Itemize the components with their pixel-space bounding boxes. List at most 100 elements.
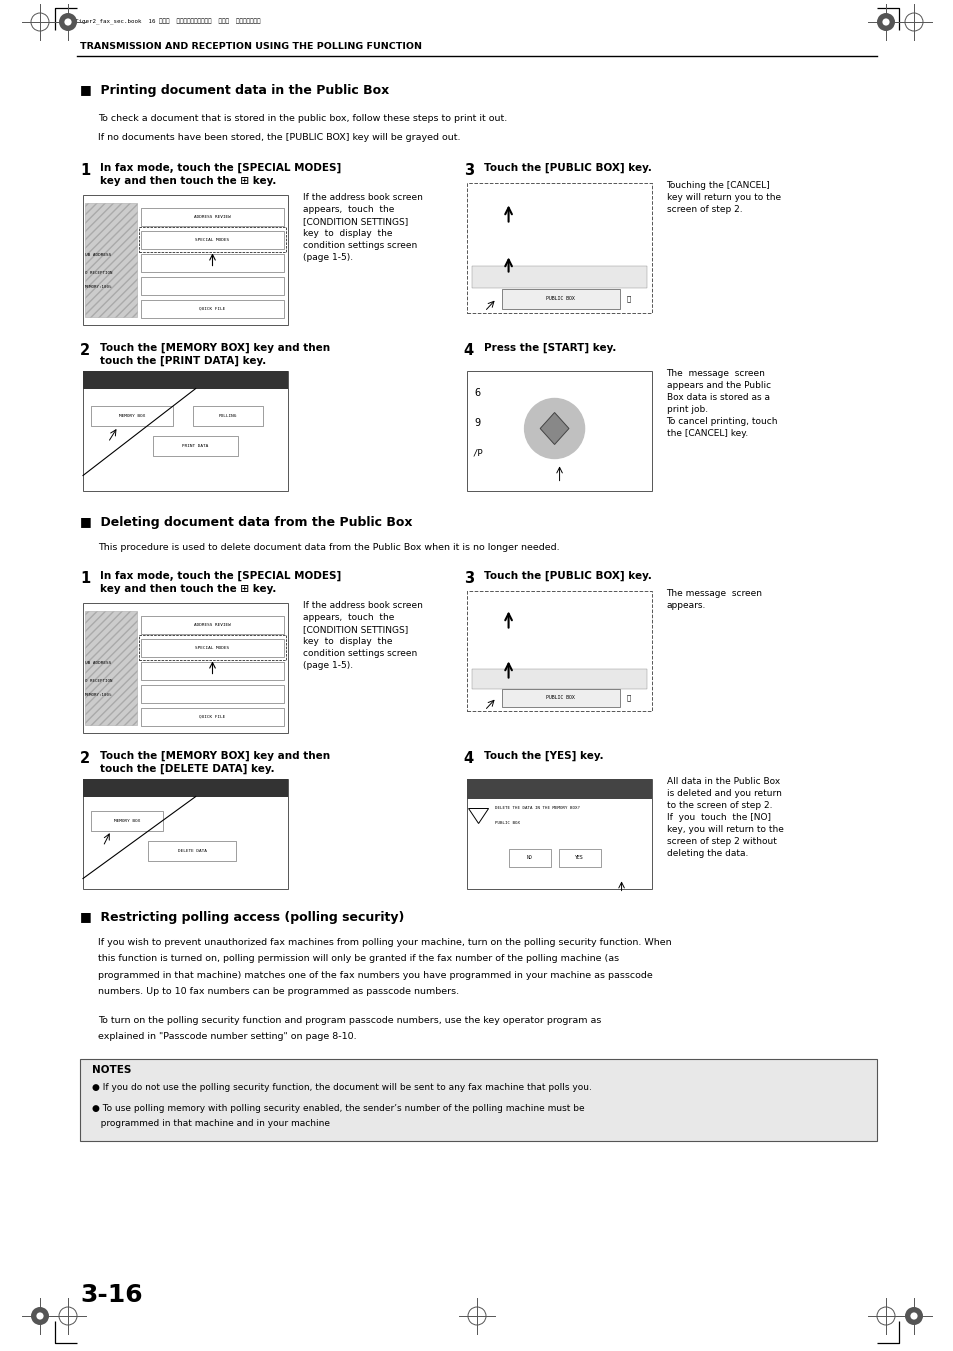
Bar bbox=[141, 231, 284, 249]
Bar bbox=[141, 662, 284, 680]
Circle shape bbox=[65, 19, 71, 26]
Circle shape bbox=[876, 14, 894, 31]
Text: QUICK FILE: QUICK FILE bbox=[199, 715, 226, 719]
Text: PUBLIC BOX: PUBLIC BOX bbox=[494, 820, 519, 824]
Bar bbox=[83, 778, 288, 889]
Bar bbox=[91, 811, 163, 831]
Text: TRANSMISSION AND RECEPTION USING THE POLLING FUNCTION: TRANSMISSION AND RECEPTION USING THE POL… bbox=[80, 42, 421, 51]
Text: NOTES: NOTES bbox=[91, 1065, 132, 1074]
Bar bbox=[141, 254, 284, 272]
Bar bbox=[141, 616, 284, 634]
Bar bbox=[141, 277, 284, 295]
Text: ⎙: ⎙ bbox=[626, 694, 630, 701]
Bar bbox=[85, 203, 137, 316]
Text: 6: 6 bbox=[474, 388, 480, 397]
Text: If the address book screen
appears,  touch  the
[CONDITION SETTINGS]
key  to  di: If the address book screen appears, touc… bbox=[303, 192, 422, 262]
Text: ■  Restricting polling access (polling security): ■ Restricting polling access (polling se… bbox=[80, 911, 404, 924]
Bar bbox=[466, 370, 651, 490]
Text: UB ADDRESS: UB ADDRESS bbox=[85, 661, 112, 665]
Text: programmed in that machine) matches one of the fax numbers you have programmed i: programmed in that machine) matches one … bbox=[98, 970, 652, 979]
Bar bbox=[471, 669, 646, 689]
Bar bbox=[148, 840, 235, 861]
Text: Touch the [PUBLIC BOX] key.: Touch the [PUBLIC BOX] key. bbox=[483, 162, 651, 173]
Text: PUBLIC BOX: PUBLIC BOX bbox=[546, 296, 575, 301]
Bar bbox=[83, 370, 288, 490]
Bar bbox=[85, 611, 137, 724]
Circle shape bbox=[909, 1312, 917, 1320]
Bar bbox=[466, 182, 651, 312]
Text: To check a document that is stored in the public box, follow these steps to prin: To check a document that is stored in th… bbox=[98, 113, 507, 123]
Circle shape bbox=[882, 19, 888, 26]
Text: In fax mode, touch the [SPECIAL MODES]
key and then touch the ⊞ key.: In fax mode, touch the [SPECIAL MODES] k… bbox=[100, 570, 341, 593]
Text: POLLING: POLLING bbox=[218, 413, 237, 417]
Circle shape bbox=[30, 1306, 49, 1325]
Text: Touch the [YES] key.: Touch the [YES] key. bbox=[483, 751, 602, 761]
Text: ■  Printing document data in the Public Box: ■ Printing document data in the Public B… bbox=[80, 84, 389, 97]
Text: PRINT DATA: PRINT DATA bbox=[182, 443, 209, 447]
Circle shape bbox=[36, 1312, 44, 1320]
Text: Touching the [CANCEL]
key will return you to the
screen of step 2.: Touching the [CANCEL] key will return yo… bbox=[666, 181, 780, 213]
Bar bbox=[80, 1058, 876, 1140]
Bar bbox=[91, 405, 172, 426]
Text: If you wish to prevent unauthorized fax machines from polling your machine, turn: If you wish to prevent unauthorized fax … bbox=[98, 938, 671, 947]
Bar bbox=[501, 689, 618, 707]
Text: programmed in that machine and in your machine: programmed in that machine and in your m… bbox=[91, 1119, 330, 1128]
Text: ⎙: ⎙ bbox=[626, 296, 630, 301]
Bar bbox=[466, 590, 651, 711]
Text: this function is turned on, polling permission will only be granted if the fax n: this function is turned on, polling perm… bbox=[98, 954, 618, 963]
Text: ADDRESS REVIEW: ADDRESS REVIEW bbox=[193, 215, 231, 219]
Text: Tiger2_fax_sec.book  16 ページ  ２００４年９月１６日  木曜日  午前８時５３分: Tiger2_fax_sec.book 16 ページ ２００４年９月１６日 木曜… bbox=[75, 19, 260, 26]
Bar bbox=[141, 639, 284, 657]
Polygon shape bbox=[539, 412, 568, 444]
Bar bbox=[141, 708, 284, 725]
Polygon shape bbox=[468, 808, 488, 824]
Text: UB ADDRESS: UB ADDRESS bbox=[85, 253, 112, 257]
Text: Touch the [MEMORY BOX] key and then
touch the [PRINT DATA] key.: Touch the [MEMORY BOX] key and then touc… bbox=[100, 343, 330, 366]
Text: To turn on the polling security function and program passcode numbers, use the k: To turn on the polling security function… bbox=[98, 1016, 600, 1024]
Text: 4: 4 bbox=[463, 751, 474, 766]
Text: ADDRESS REVIEW: ADDRESS REVIEW bbox=[193, 623, 231, 627]
Bar bbox=[139, 227, 286, 251]
Bar bbox=[501, 289, 618, 308]
Bar bbox=[83, 370, 288, 389]
Text: MEMORY:100%: MEMORY:100% bbox=[85, 693, 112, 697]
Text: The  message  screen
appears and the Public
Box data is stored as a
print job.
T: The message screen appears and the Publi… bbox=[666, 369, 778, 438]
Circle shape bbox=[904, 1306, 923, 1325]
Text: MEMORY:100%: MEMORY:100% bbox=[85, 285, 112, 289]
Text: DELETE DATA: DELETE DATA bbox=[177, 848, 206, 852]
Bar bbox=[471, 266, 646, 288]
Text: ■  Deleting document data from the Public Box: ■ Deleting document data from the Public… bbox=[80, 516, 412, 528]
Text: MEMORY BOX: MEMORY BOX bbox=[113, 819, 140, 823]
Text: SPECIAL MODES: SPECIAL MODES bbox=[195, 238, 230, 242]
Bar bbox=[141, 300, 284, 317]
Bar bbox=[139, 635, 286, 659]
Text: 3: 3 bbox=[463, 162, 474, 177]
Text: QUICK FILE: QUICK FILE bbox=[199, 307, 226, 311]
Text: Press the [START] key.: Press the [START] key. bbox=[483, 343, 616, 353]
Text: 9: 9 bbox=[474, 417, 480, 427]
Text: In fax mode, touch the [SPECIAL MODES]
key and then touch the ⊞ key.: In fax mode, touch the [SPECIAL MODES] k… bbox=[100, 162, 341, 185]
Text: 1: 1 bbox=[80, 162, 91, 177]
Text: 3-16: 3-16 bbox=[80, 1283, 143, 1306]
Text: explained in "Passcode number setting" on page 8-10.: explained in "Passcode number setting" o… bbox=[98, 1032, 356, 1042]
Circle shape bbox=[59, 14, 77, 31]
Bar bbox=[466, 778, 651, 889]
Text: 3: 3 bbox=[463, 570, 474, 585]
Text: The message  screen
appears.: The message screen appears. bbox=[666, 589, 761, 609]
Bar bbox=[508, 848, 550, 866]
Text: Touch the [MEMORY BOX] key and then
touch the [DELETE DATA] key.: Touch the [MEMORY BOX] key and then touc… bbox=[100, 751, 330, 774]
Bar bbox=[83, 195, 288, 324]
Text: !: ! bbox=[476, 812, 479, 817]
Text: SPECIAL MODES: SPECIAL MODES bbox=[195, 646, 230, 650]
Text: All data in the Public Box
is deleted and you return
to the screen of step 2.
If: All data in the Public Box is deleted an… bbox=[666, 777, 782, 858]
Text: YES: YES bbox=[575, 855, 583, 861]
Text: /P: /P bbox=[472, 449, 483, 457]
Text: O RECEPTION: O RECEPTION bbox=[85, 678, 112, 682]
Text: NO: NO bbox=[526, 855, 532, 861]
Text: ● If you do not use the polling security function, the document will be sent to : ● If you do not use the polling security… bbox=[91, 1082, 591, 1092]
Text: If the address book screen
appears,  touch  the
[CONDITION SETTINGS]
key  to  di: If the address book screen appears, touc… bbox=[303, 600, 422, 670]
Text: O RECEPTION: O RECEPTION bbox=[85, 270, 112, 274]
Text: Touch the [PUBLIC BOX] key.: Touch the [PUBLIC BOX] key. bbox=[483, 570, 651, 581]
Text: DELETE THE DATA IN THE MEMORY BOX?: DELETE THE DATA IN THE MEMORY BOX? bbox=[494, 805, 579, 809]
Bar bbox=[83, 778, 288, 797]
